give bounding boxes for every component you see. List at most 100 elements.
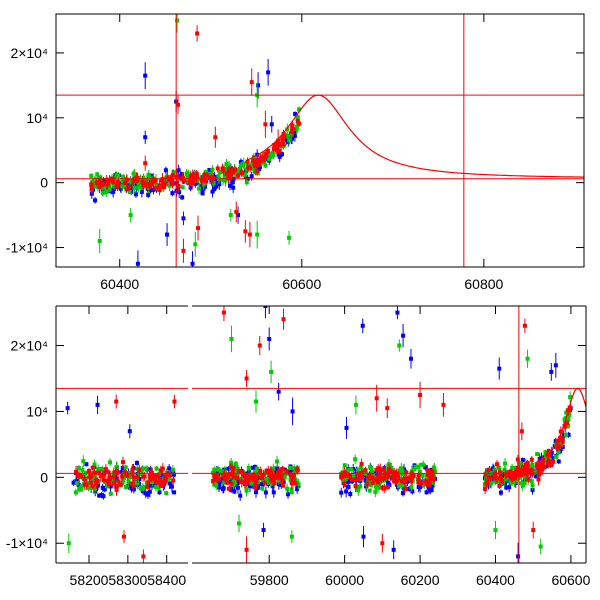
- top-red-point: [107, 178, 112, 183]
- top-green-point: [250, 161, 255, 166]
- bottom-green-point: [566, 423, 571, 428]
- top-red-point: [94, 180, 99, 185]
- top-green-point: [259, 161, 264, 166]
- top-chart: -1×10⁴ 0 10⁴ 2×10⁴ 60400 60600 60800: [6, 13, 585, 292]
- bottom-green-point: [275, 459, 280, 464]
- bottom-red-point: [360, 475, 365, 480]
- bottom-red-point: [278, 468, 283, 473]
- bottom-blue-point: [498, 490, 503, 495]
- bottom-red-point: [423, 479, 428, 484]
- bottom-green-point: [529, 479, 534, 484]
- bottom-red-point: [394, 478, 399, 483]
- bottom-red-point: [411, 474, 416, 479]
- top-blue-point: [165, 232, 170, 237]
- top-x-tick-label: 60400: [100, 276, 139, 292]
- bottom-red-point: [525, 460, 530, 465]
- bottom-green-point: [397, 468, 402, 473]
- top-red-point: [111, 180, 116, 185]
- top-blue-point: [148, 188, 153, 193]
- bottom-red-point: [151, 476, 156, 481]
- top-blue-point: [230, 180, 235, 185]
- top-red-point: [161, 185, 166, 190]
- top-red-point: [280, 136, 285, 141]
- bottom-blue-point: [395, 310, 400, 315]
- bottom-blue-point: [131, 487, 136, 492]
- bottom-red-point: [272, 481, 277, 486]
- top-red-point: [175, 102, 180, 107]
- bottom-green-point: [111, 478, 116, 483]
- bottom-red-point: [529, 467, 534, 472]
- bottom-green-point: [373, 481, 378, 486]
- bottom-green-point: [384, 467, 389, 472]
- bottom-blue-point: [410, 489, 415, 494]
- bottom-blue-point: [143, 491, 148, 496]
- bottom-blue-point: [344, 425, 349, 430]
- top-green-point: [285, 127, 290, 132]
- bottom-blue-point: [214, 469, 219, 474]
- top-green-point: [218, 170, 223, 175]
- bottom-green-point: [412, 467, 417, 472]
- top-red-point: [204, 179, 209, 184]
- bottom-blue-point: [222, 467, 227, 472]
- bottom-x-tick-label: 58200: [70, 572, 109, 588]
- bottom-red-point: [497, 470, 502, 475]
- bottom-green-point: [79, 485, 84, 490]
- bottom-red-point: [363, 468, 368, 473]
- bottom-red-point: [290, 481, 295, 486]
- bottom-red-point: [520, 464, 525, 469]
- top-blue-point: [236, 213, 241, 218]
- bottom-green-point: [126, 479, 131, 484]
- bottom-blue-point: [360, 323, 365, 328]
- bottom-red-point: [243, 473, 248, 478]
- bottom-green-point: [271, 466, 276, 471]
- bottom-red-point: [114, 469, 119, 474]
- bottom-green-point: [374, 484, 379, 489]
- top-blue-point: [279, 152, 284, 157]
- bottom-red-point: [107, 477, 112, 482]
- top-blue-point: [118, 186, 123, 191]
- bottom-green-point: [513, 466, 518, 471]
- bottom-red-point: [383, 475, 388, 480]
- bottom-red-point: [154, 480, 159, 485]
- top-green-point: [287, 235, 292, 240]
- bottom-red-point: [98, 473, 103, 478]
- bottom-blue-point: [247, 484, 252, 489]
- bottom-blue-point: [101, 494, 106, 499]
- bottom-green-point: [218, 469, 223, 474]
- bottom-red-point: [116, 479, 121, 484]
- bottom-red-point: [258, 468, 263, 473]
- top-red-point: [149, 182, 154, 187]
- bottom-red-point: [87, 475, 92, 480]
- bottom-blue-point: [430, 483, 435, 488]
- bottom-red-point: [416, 477, 421, 482]
- bottom-green-point: [568, 395, 573, 400]
- bottom-green-point: [154, 466, 159, 471]
- top-red-point: [247, 232, 252, 237]
- bottom-green-point: [371, 473, 376, 478]
- bottom-red-point: [254, 479, 259, 484]
- bottom-red-point: [424, 482, 429, 487]
- top-green-point: [103, 185, 108, 190]
- top-red-point: [181, 248, 186, 253]
- bottom-green-point: [421, 462, 426, 467]
- bottom-blue-point: [255, 486, 260, 491]
- bottom-red-point: [385, 472, 390, 477]
- bottom-red-point: [160, 466, 165, 471]
- bottom-green-point: [234, 465, 239, 470]
- top-red-point: [281, 131, 286, 136]
- bottom-red-point: [499, 477, 504, 482]
- bottom-blue-point: [172, 490, 177, 495]
- bottom-green-point: [373, 490, 378, 495]
- bottom-green-point: [229, 460, 234, 465]
- bottom-red-point: [503, 472, 508, 477]
- bottom-green-point: [510, 465, 515, 470]
- bottom-x-tick-label: 58300: [108, 572, 147, 588]
- bottom-red-point: [280, 480, 285, 485]
- top-green-point: [197, 186, 202, 191]
- bottom-red-point: [148, 477, 153, 482]
- top-green-point: [263, 163, 268, 168]
- top-red-point: [124, 187, 129, 192]
- bottom-blue-point: [516, 554, 521, 559]
- bottom-green-point: [108, 460, 113, 465]
- bottom-green-point: [422, 482, 427, 487]
